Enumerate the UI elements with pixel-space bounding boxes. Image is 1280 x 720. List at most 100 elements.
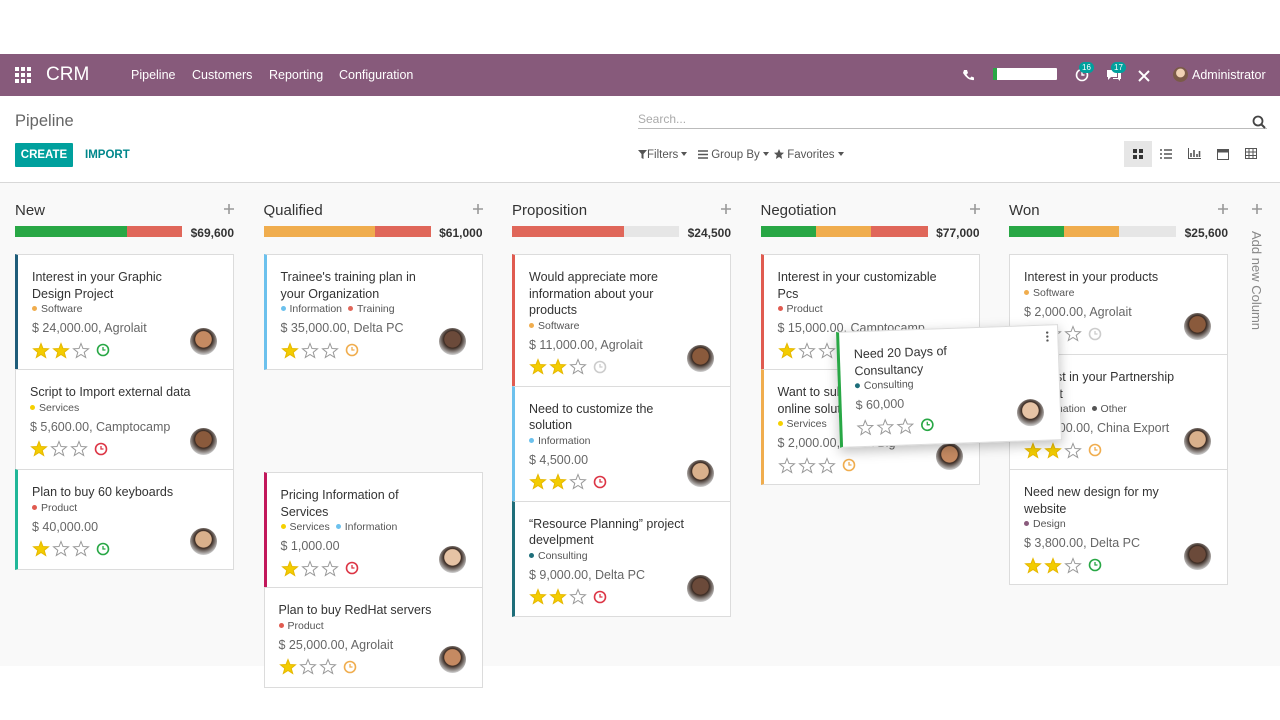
priority-stars[interactable] bbox=[529, 473, 589, 490]
priority-stars[interactable] bbox=[1024, 441, 1084, 459]
progress-segment[interactable] bbox=[623, 226, 679, 237]
priority-stars[interactable] bbox=[280, 559, 341, 577]
filters-label[interactable]: Filters bbox=[647, 149, 679, 161]
activity-hands bbox=[350, 565, 354, 569]
import-button[interactable]: IMPORT bbox=[85, 149, 130, 161]
star bbox=[278, 658, 297, 675]
lead-card[interactable]: Pricing Information of Services Services I… bbox=[263, 472, 483, 588]
apps-icon[interactable] bbox=[15, 67, 31, 83]
app-name[interactable]: CRM bbox=[46, 64, 90, 85]
search-input[interactable]: Search... bbox=[638, 112, 1267, 129]
lead-card[interactable]: Script to Import external data Services $ … bbox=[15, 369, 234, 470]
kanban-view-button[interactable] bbox=[1124, 141, 1152, 167]
lead-card[interactable]: Need to customize the solution Informatio… bbox=[512, 385, 731, 502]
activity-status[interactable] bbox=[1088, 443, 1102, 457]
activity-status[interactable] bbox=[842, 458, 856, 472]
priority-stars[interactable] bbox=[280, 341, 341, 359]
priority-stars[interactable] bbox=[777, 341, 838, 359]
card-menu[interactable] bbox=[1045, 331, 1049, 342]
activity-status[interactable] bbox=[96, 343, 110, 357]
tag-dot bbox=[854, 383, 861, 389]
priority-stars[interactable] bbox=[529, 358, 589, 375]
quick-create[interactable] bbox=[472, 204, 483, 214]
activity-status[interactable] bbox=[920, 418, 934, 432]
favorites-menu[interactable]: Favorites bbox=[774, 149, 844, 161]
progress-segment[interactable] bbox=[1009, 226, 1065, 237]
activity-circle bbox=[842, 458, 855, 472]
list-view-button[interactable] bbox=[1160, 149, 1172, 159]
lead-card[interactable]: Need 20 Days of Consultancy Consulting $ 6… bbox=[836, 324, 1062, 448]
tag-dot bbox=[335, 524, 341, 529]
quick-create[interactable] bbox=[721, 204, 731, 214]
lead-card[interactable]: Interest in your Graphic Design Project S… bbox=[15, 254, 234, 370]
debug-icon[interactable] bbox=[1138, 70, 1150, 82]
priority-stars[interactable] bbox=[777, 456, 838, 474]
activity-status[interactable] bbox=[345, 343, 359, 357]
star bbox=[300, 341, 319, 359]
lead-card[interactable]: Plan to buy RedHat servers Product $ 25,00… bbox=[263, 587, 483, 688]
progress-segment[interactable] bbox=[126, 226, 182, 237]
progress-segment[interactable] bbox=[512, 226, 624, 237]
groupby-menu[interactable]: Group By bbox=[698, 149, 769, 161]
activity-status[interactable] bbox=[345, 561, 359, 575]
star bbox=[797, 341, 816, 359]
phone-icon[interactable] bbox=[962, 69, 974, 81]
create-button[interactable]: CREATE bbox=[15, 143, 73, 167]
progress-segment[interactable] bbox=[1119, 226, 1176, 237]
calendar-view-button[interactable] bbox=[1217, 148, 1229, 160]
star bbox=[1044, 556, 1062, 574]
activity-status[interactable] bbox=[593, 360, 607, 374]
graph-view-button[interactable] bbox=[1188, 148, 1201, 159]
progress-segment[interactable] bbox=[15, 226, 127, 237]
priority-stars[interactable] bbox=[856, 417, 917, 436]
lead-card[interactable]: Plan to buy 60 keyboards Product $ 40,000.… bbox=[15, 469, 234, 570]
add-column-icon[interactable] bbox=[1252, 204, 1262, 214]
priority-stars[interactable] bbox=[30, 440, 90, 457]
priority-stars[interactable] bbox=[32, 341, 92, 359]
tag: Training bbox=[348, 303, 395, 315]
activity-status[interactable] bbox=[1088, 558, 1102, 572]
quick-create[interactable] bbox=[1218, 204, 1228, 214]
progress-segment[interactable] bbox=[870, 226, 928, 237]
priority-stars[interactable] bbox=[529, 588, 589, 605]
groupby-label[interactable]: Group By bbox=[711, 149, 760, 161]
quick-create[interactable] bbox=[224, 204, 234, 214]
activity-circle bbox=[1088, 443, 1102, 457]
progress-segment[interactable] bbox=[760, 226, 816, 237]
card-title: Interest in your Graphic Design Project bbox=[32, 270, 162, 301]
priority-stars[interactable] bbox=[32, 540, 92, 557]
quick-create[interactable] bbox=[969, 204, 980, 214]
progress-segment[interactable] bbox=[375, 226, 431, 237]
status-bar[interactable] bbox=[993, 68, 1057, 80]
lead-card[interactable]: “Resource Planning” project develpment Co… bbox=[512, 500, 731, 617]
activity-status[interactable] bbox=[96, 542, 110, 556]
priority-stars[interactable] bbox=[1024, 556, 1084, 574]
user-avatar[interactable] bbox=[1173, 67, 1188, 82]
menu-item[interactable]: Reporting bbox=[269, 68, 324, 82]
tag-dot bbox=[777, 306, 783, 311]
user-name[interactable]: Administrator bbox=[1192, 68, 1266, 82]
progress-segment[interactable] bbox=[263, 226, 376, 237]
activity-status[interactable] bbox=[593, 475, 607, 489]
menu-item[interactable]: Configuration bbox=[339, 68, 414, 82]
activity-status[interactable] bbox=[1088, 327, 1102, 341]
search-icon[interactable] bbox=[1252, 115, 1266, 129]
lead-card[interactable]: Trainee's training plan in your Organiza… bbox=[263, 254, 483, 370]
menu-item[interactable]: Pipeline bbox=[131, 68, 176, 82]
activity-status[interactable] bbox=[343, 660, 357, 674]
lead-card[interactable]: Would appreciate more information about … bbox=[512, 254, 731, 387]
priority-stars[interactable] bbox=[278, 658, 339, 675]
progress-segment[interactable] bbox=[815, 226, 871, 237]
progress-segment[interactable] bbox=[1064, 226, 1120, 237]
priority-row bbox=[529, 473, 690, 491]
activity-status[interactable] bbox=[593, 590, 607, 604]
control-panel: Pipeline CREATE IMPORT Search... Filters… bbox=[0, 96, 1280, 183]
activity-status[interactable] bbox=[94, 442, 108, 456]
menu-item[interactable]: Customers bbox=[192, 68, 253, 82]
favorites-label[interactable]: Favorites bbox=[787, 149, 835, 161]
add-column[interactable]: Add new Column bbox=[1249, 231, 1264, 330]
pivot-view-button[interactable] bbox=[1245, 148, 1257, 159]
lead-card[interactable]: Need new design for my website Design $ 3,… bbox=[1009, 469, 1228, 585]
filters-menu[interactable]: Filters bbox=[638, 149, 688, 161]
